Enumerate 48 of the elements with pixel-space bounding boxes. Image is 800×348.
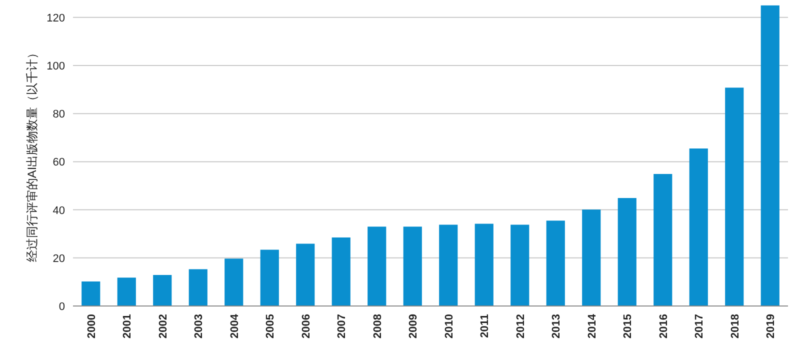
x-tick-label: 2002 [157, 314, 170, 338]
bar [474, 224, 494, 306]
x-tick-label: 2016 [658, 314, 670, 338]
bar [332, 237, 350, 306]
x-tick-label: 2001 [122, 314, 134, 338]
bar [188, 269, 208, 306]
x-tick-label: 2008 [372, 314, 384, 338]
bar [368, 226, 386, 306]
bar [618, 198, 636, 306]
y-tick-label: 20 [52, 252, 65, 265]
x-tick-label: 2010 [443, 314, 456, 338]
x-tick-label: 2012 [514, 314, 527, 338]
bar [689, 148, 708, 306]
y-tick-label: 40 [52, 204, 65, 217]
bar [296, 244, 315, 306]
bar [439, 224, 458, 306]
bar [117, 278, 136, 306]
x-tick-label: 2009 [408, 314, 420, 338]
x-tick-label: 2015 [622, 314, 634, 338]
x-tick-label: 2017 [694, 314, 706, 338]
bar [224, 258, 244, 306]
bar [546, 220, 565, 306]
bar [260, 250, 279, 306]
y-tick-label: 100 [46, 60, 65, 73]
x-tick-label: 2011 [479, 314, 492, 338]
bar [760, 5, 780, 306]
x-tick-label: 2007 [336, 314, 348, 338]
y-tick-label: 120 [46, 12, 65, 24]
y-tick-label: 0 [58, 301, 65, 313]
bar [725, 88, 744, 306]
bar [82, 281, 100, 306]
x-tick-label: 2013 [550, 314, 563, 338]
bar [153, 274, 172, 306]
x-tick-label: 2005 [264, 314, 277, 338]
bar [510, 224, 530, 306]
bar [403, 226, 422, 306]
y-tick-label: 80 [52, 108, 65, 121]
bar [582, 210, 601, 306]
y-tick-label: 60 [52, 156, 65, 169]
x-tick-label: 2006 [300, 314, 312, 338]
x-tick-label: 2014 [586, 313, 598, 338]
x-tick-label: 2000 [86, 314, 98, 338]
bar [654, 174, 672, 306]
x-tick-label: 2003 [193, 314, 206, 338]
y-axis-title: 经过同行评审的AI出版物数量（以千计） [25, 46, 39, 262]
x-tick-label: 2019 [765, 314, 778, 338]
x-tick-label: 2018 [729, 314, 742, 338]
x-tick-label: 2004 [228, 313, 241, 338]
